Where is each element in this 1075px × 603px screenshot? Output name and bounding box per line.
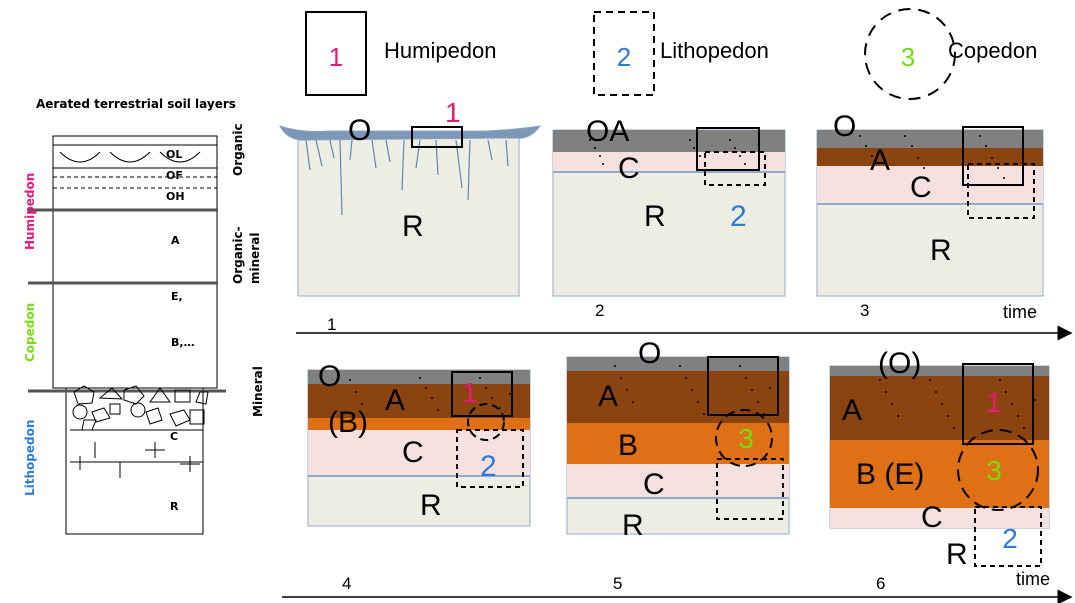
horizon-b: B,… [171,336,195,349]
stage-3-r: R [930,234,952,267]
horizon-a: A [171,234,180,247]
humipedon-legend-label: Humipedon [384,38,497,63]
stage-4-r: R [420,489,442,522]
stage-6-r: R [946,538,968,571]
lithopedon-legend-box [593,11,655,96]
lithopedon-legend-label: Lithopedon [660,38,769,63]
copedon-legend-number: 3 [901,42,915,72]
humipedon-legend-number: 1 [329,42,343,72]
copedon-legend-circle [864,8,956,100]
stage-2-marker: 2 [730,200,747,233]
horizon-c: C [170,430,178,443]
stage-4-o: O [318,360,341,393]
stage-6-b: B (E) [856,458,924,491]
legend: 1 Humipedon 2 Lithopedon 3 Copedon [305,8,1037,100]
stage-5-number: 5 [613,574,622,593]
stage-1-o: O [348,114,371,147]
horizon-oh: OH [166,190,185,203]
stage-5-o: O [638,337,661,370]
stage-4-a: A [385,384,405,417]
zone-lithopedon: Lithopedon [23,420,37,496]
stage-6-c: C [921,501,943,534]
horizon-r: R [170,500,179,513]
copedon-legend-label: Copedon [948,38,1037,63]
stage-3-c: C [910,171,932,204]
left-soil-column: Aerated terrestrial soil layers OL OF OH… [23,97,265,535]
stage-5-a: A [598,380,618,413]
stage-3-a: A [870,144,890,177]
category-mineral: Mineral [251,366,265,417]
stage-2-r: R [644,200,666,233]
stage-4-marker-2: 2 [480,450,497,483]
stage-3: O A C R 3 [816,110,1044,320]
category-organic-1: Organic [231,123,245,176]
lithopedon-legend-number: 2 [617,42,631,72]
stage-2: OA C R 2 2 [552,115,786,320]
stage-2-number: 2 [595,301,604,320]
stage-2-oa: OA [586,115,629,148]
stage-5-b: B [618,429,638,462]
stage-5: O A B C R 3 5 [566,337,790,593]
horizon-of: OF [166,169,183,182]
humipedon-legend-box [305,11,367,96]
category-organic-2: Organic- [231,226,245,284]
stage-4-number: 4 [342,574,351,593]
timeline-1-label: time [1003,302,1037,322]
category-mineral-2: mineral [248,233,262,284]
stage-5-marker-3: 3 [738,423,754,454]
stage-6: (O) A B (E) C R 1 3 2 6 [829,347,1050,593]
stage-3-number: 3 [860,301,869,320]
left-column-title: Aerated terrestrial soil layers [36,97,236,111]
stage-6-marker-2: 2 [1002,523,1018,554]
stage-6-a: A [842,394,862,427]
stage-3-o: O [833,110,856,143]
stage-6-marker-1: 1 [986,387,1002,418]
stage-1-r: R [402,210,424,243]
stage-6-marker-3: 3 [986,455,1002,486]
zone-humipedon: Humipedon [23,173,37,250]
stage-4: O A (B) C R 1 2 4 [307,360,531,593]
timeline-2-label: time [1016,569,1050,589]
stage-1-number: 1 [327,315,336,334]
horizon-e: E, [171,290,183,303]
stage-4-c: C [402,436,424,469]
stage-5-c: C [643,468,665,501]
stage-4-b: (B) [328,406,368,439]
zone-copedon: Copedon [23,303,37,362]
stage-5-r: R [622,509,644,542]
stage-1: 1 O R 1 [279,97,542,334]
stage-4-marker-1: 1 [462,377,478,408]
stage-2-c: C [618,152,640,185]
stage-6-number: 6 [876,574,885,593]
stage-1-marker: 1 [445,97,461,128]
horizon-ol: OL [166,148,182,161]
stage-6-o: (O) [878,347,921,380]
